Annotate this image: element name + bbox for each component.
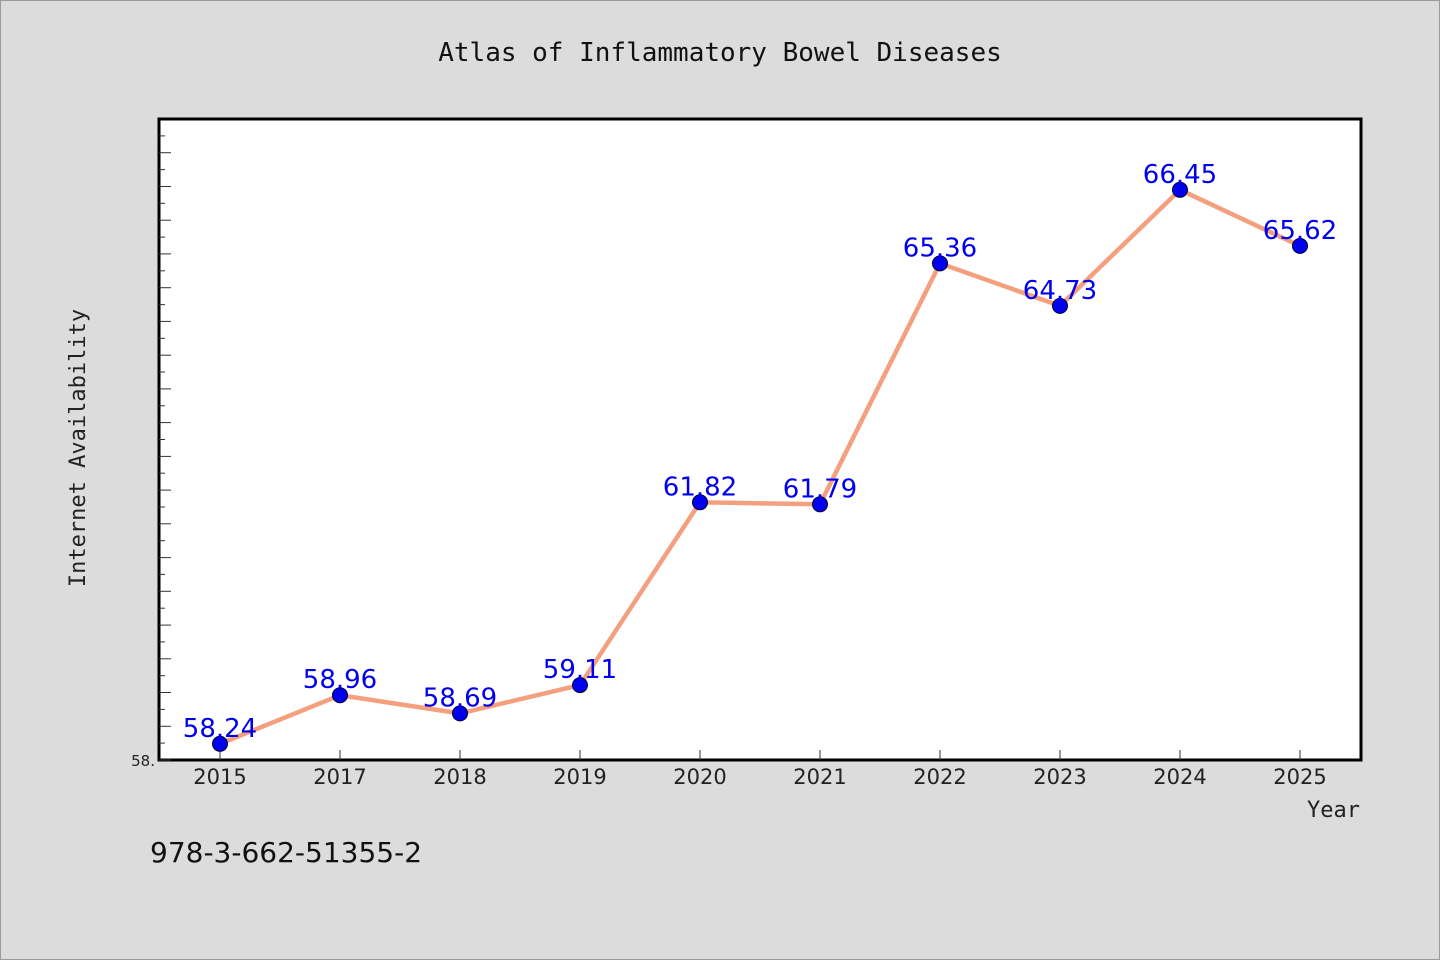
y-axis-ticks (159, 135, 171, 761)
footer-isbn: 978-3-662-51355-2 (150, 836, 422, 869)
x-tick-label: 2024 (1153, 765, 1206, 789)
data-point-2022 (932, 255, 948, 272)
x-tick-label: 2017 (313, 765, 366, 789)
data-label-2019: 59.11 (543, 655, 617, 685)
data-label-2017: 58.96 (303, 665, 377, 695)
x-axis-label: Year (1307, 798, 1360, 823)
data-point-2024 (1172, 181, 1188, 198)
data-label-2021: 61.79 (783, 474, 857, 504)
data-label-2023: 64.73 (1023, 276, 1097, 306)
data-label-2022: 65.36 (903, 233, 977, 263)
data-point-2025 (1292, 237, 1308, 254)
series-markers (212, 181, 1308, 752)
data-point-2018 (452, 705, 468, 722)
x-tick-label: 2023 (1033, 765, 1086, 789)
x-tick-label: 2020 (673, 765, 726, 789)
data-point-2019 (572, 677, 588, 694)
x-tick-label: 2022 (913, 765, 966, 789)
data-labels: 58.24 58.96 58.69 59.11 61.82 61.79 65.36 64.73… (183, 160, 1337, 744)
plot-area (157, 117, 1363, 762)
x-tick-label: 2018 (433, 765, 486, 789)
data-point-2021 (812, 496, 828, 513)
data-point-2017 (332, 687, 348, 704)
data-label-2024: 66.45 (1143, 160, 1217, 190)
data-label-2020: 61.82 (663, 472, 737, 502)
data-label-2018: 58.69 (423, 683, 497, 713)
y-tick-label-min: 58. (131, 752, 155, 770)
data-point-2020 (692, 494, 708, 511)
data-point-2015 (212, 735, 228, 752)
x-tick-label: 2015 (193, 765, 246, 789)
x-tick-label: 2025 (1273, 765, 1326, 789)
data-label-2015: 58.24 (183, 714, 257, 744)
chart-title: Atlas of Inflammatory Bowel Diseases (438, 38, 1002, 68)
data-label-2025: 65.62 (1263, 216, 1337, 246)
series-line (217, 187, 1303, 747)
x-axis-ticks: 2015 2017 2018 2019 2020 2021 2022 2023 2024 2025 (193, 750, 1327, 789)
x-tick-label: 2021 (793, 765, 846, 789)
y-axis-label: Internet Availability (66, 309, 91, 587)
data-point-2023 (1052, 297, 1068, 314)
x-tick-label: 2019 (553, 765, 606, 789)
